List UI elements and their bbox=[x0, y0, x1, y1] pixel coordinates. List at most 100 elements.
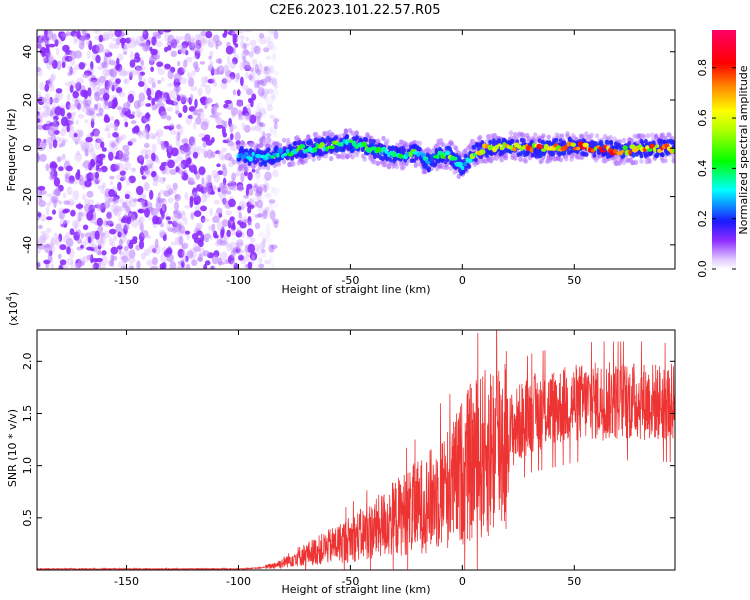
noise-cell bbox=[179, 210, 186, 216]
noise-cell bbox=[140, 252, 147, 260]
noise-cell bbox=[269, 247, 276, 253]
noise-cell bbox=[107, 132, 111, 139]
signal-halo bbox=[513, 132, 518, 138]
noise-cell bbox=[187, 157, 192, 165]
noise-cell bbox=[81, 175, 85, 186]
noise-cell bbox=[37, 139, 43, 149]
noise-cell bbox=[245, 187, 249, 197]
noise-cell bbox=[219, 251, 228, 262]
noise-cell bbox=[41, 97, 47, 103]
noise-cell bbox=[80, 244, 84, 249]
noise-cell bbox=[134, 65, 143, 71]
noise-cell bbox=[74, 140, 79, 145]
noise-cell bbox=[177, 49, 182, 55]
noise-cell bbox=[255, 105, 261, 113]
signal-halo bbox=[255, 168, 260, 174]
signal-halo bbox=[478, 134, 483, 140]
noise-cell bbox=[43, 97, 48, 104]
noise-cell bbox=[52, 139, 58, 149]
noise-cell bbox=[193, 200, 199, 205]
noise-cell bbox=[81, 211, 88, 217]
signal-core bbox=[445, 150, 451, 156]
signal-halo bbox=[350, 130, 355, 136]
noise-cell bbox=[76, 229, 82, 236]
noise-cell bbox=[263, 181, 270, 191]
signal-body bbox=[290, 155, 295, 161]
signal-body bbox=[592, 152, 597, 158]
noise-cell bbox=[188, 181, 196, 186]
signal-core bbox=[408, 151, 413, 158]
noise-cell bbox=[37, 91, 42, 97]
noise-cell bbox=[194, 205, 200, 211]
noise-cell bbox=[143, 182, 151, 192]
noise-cell bbox=[273, 118, 280, 123]
noise-cell bbox=[46, 216, 53, 221]
noise-cell bbox=[258, 263, 265, 269]
noise-cell bbox=[74, 82, 80, 90]
noise-cell bbox=[44, 93, 51, 101]
noise-cell bbox=[101, 147, 107, 152]
noise-cell bbox=[117, 181, 122, 191]
noise-cell bbox=[249, 237, 256, 244]
noise-cell bbox=[261, 248, 266, 254]
noise-cell bbox=[217, 150, 221, 157]
signal-body bbox=[537, 138, 542, 144]
noise-cell bbox=[101, 182, 107, 189]
noise-cell bbox=[228, 157, 234, 162]
noise-cell bbox=[272, 116, 278, 125]
noise-cell bbox=[198, 132, 206, 138]
noise-cell bbox=[238, 109, 243, 119]
noise-cell bbox=[230, 228, 235, 236]
noise-cell bbox=[232, 36, 237, 46]
noise-cell bbox=[235, 108, 239, 115]
noise-cell bbox=[197, 108, 204, 113]
noise-cell bbox=[113, 144, 118, 151]
noise-cell bbox=[100, 141, 105, 149]
noise-cell bbox=[124, 161, 131, 171]
noise-cell bbox=[118, 92, 126, 98]
snr-multiplier-close: ) bbox=[7, 292, 20, 296]
noise-cell bbox=[74, 152, 83, 162]
noise-cell bbox=[271, 78, 278, 86]
noise-cell bbox=[58, 253, 62, 260]
noise-cell bbox=[97, 84, 101, 92]
noise-cell bbox=[174, 201, 179, 211]
noise-cell bbox=[203, 150, 208, 159]
noise-cell bbox=[249, 114, 257, 124]
noise-cell bbox=[245, 37, 249, 42]
noise-cell bbox=[90, 77, 97, 83]
noise-cell bbox=[232, 33, 238, 39]
noise-cell bbox=[78, 212, 83, 217]
noise-cell bbox=[269, 210, 276, 221]
noise-cell bbox=[247, 243, 256, 254]
noise-cell bbox=[180, 144, 187, 155]
noise-cell bbox=[178, 112, 183, 118]
noise-cell bbox=[267, 41, 275, 50]
signal-core bbox=[463, 162, 467, 167]
noise-cell bbox=[74, 221, 78, 231]
noise-cell bbox=[236, 227, 242, 233]
noise-cell bbox=[202, 250, 210, 257]
noise-cell bbox=[194, 44, 200, 52]
noise-cell bbox=[230, 124, 237, 130]
noise-cell bbox=[151, 104, 158, 111]
x-tick-label: 50 bbox=[567, 575, 581, 588]
noise-cell bbox=[256, 204, 263, 215]
figure-title: C2E6.2023.101.22.57.R05 bbox=[269, 3, 440, 18]
noise-cell bbox=[257, 102, 264, 111]
noise-cell bbox=[50, 75, 55, 84]
noise-cell bbox=[263, 67, 270, 75]
noise-cell bbox=[216, 221, 224, 232]
noise-cell bbox=[236, 72, 240, 80]
noise-cell bbox=[48, 167, 55, 176]
noise-cell bbox=[196, 146, 203, 151]
noise-cell bbox=[200, 121, 209, 131]
noise-cell bbox=[251, 58, 258, 66]
signal-core bbox=[420, 152, 426, 158]
signal-body bbox=[380, 156, 385, 162]
noise-cell bbox=[229, 76, 234, 81]
noise-cell bbox=[207, 78, 215, 84]
signal-core bbox=[622, 145, 628, 151]
noise-cell bbox=[180, 159, 188, 170]
noise-cell bbox=[260, 78, 267, 87]
